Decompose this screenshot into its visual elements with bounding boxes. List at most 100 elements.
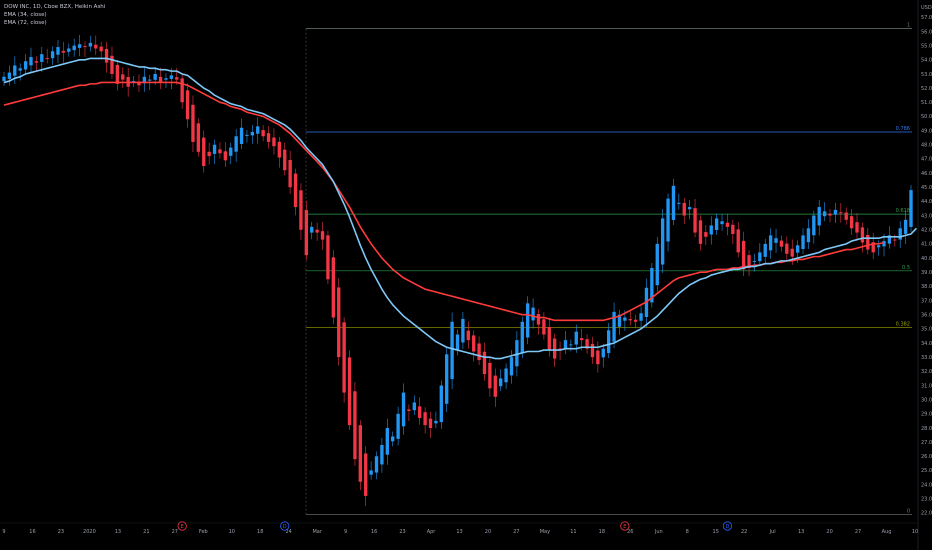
candle-body: [714, 218, 719, 230]
fib-level-label: 0: [907, 508, 910, 514]
candle-body: [709, 225, 713, 235]
candle: [547, 317, 551, 357]
dividend-marker[interactable]: D: [722, 521, 733, 531]
candle-body: [812, 215, 816, 236]
candle: [585, 334, 589, 354]
candle-body: [45, 58, 49, 60]
fib-retracement: 1 0.786 0.618 0.5 0.382 0: [305, 23, 912, 515]
candle: [218, 142, 222, 159]
candle: [450, 312, 454, 390]
candle: [488, 357, 492, 397]
candle: [391, 431, 395, 447]
candle: [364, 446, 368, 506]
candle-body: [601, 348, 605, 358]
candle-body: [866, 234, 870, 250]
fib-level-label: 0.5: [902, 265, 910, 271]
candle-body: [844, 212, 848, 220]
candle-body: [110, 55, 114, 74]
candle: [855, 213, 859, 241]
candle-body: [736, 229, 740, 253]
x-tick-label: 26: [627, 529, 633, 535]
earnings-marker[interactable]: E: [620, 521, 630, 531]
candle: [866, 227, 870, 255]
candle-body: [806, 228, 811, 243]
candle-body: [526, 303, 530, 338]
y-tick-label: 39.00: [921, 270, 932, 276]
candle-body: [418, 406, 422, 419]
candle: [272, 128, 276, 155]
candle-body: [504, 368, 508, 383]
candle: [871, 233, 875, 260]
candle: [250, 124, 255, 144]
candle-body: [585, 339, 589, 349]
candle: [677, 193, 681, 210]
candle-body: [677, 202, 681, 204]
y-tick-label: 46.00: [921, 171, 932, 177]
candle: [844, 207, 848, 225]
candle: [704, 225, 708, 246]
candle: [569, 339, 573, 352]
candle: [229, 142, 233, 165]
candle: [18, 63, 22, 81]
x-tick-label: Jul: [769, 529, 776, 535]
candle-body: [623, 317, 627, 321]
candle-body: [67, 48, 71, 52]
fib-level-label: 0.382: [896, 321, 910, 327]
candle-body: [175, 77, 179, 80]
candle-body: [164, 78, 168, 80]
candle: [720, 214, 724, 231]
candle-body: [137, 81, 141, 86]
y-tick-label: 52.00: [921, 86, 932, 92]
marker-circle: [722, 521, 733, 531]
candle: [196, 118, 201, 157]
y-tick-label: 49.00: [921, 128, 932, 134]
candle: [337, 278, 341, 366]
y-tick-label: 51.00: [921, 100, 932, 106]
candle-body: [391, 436, 395, 442]
candle-body: [212, 144, 217, 154]
candle: [310, 221, 314, 240]
x-tick-label: 24: [286, 529, 292, 535]
candle-body: [40, 54, 44, 62]
candle: [682, 197, 686, 224]
candle-body: [191, 104, 195, 142]
candle-body: [779, 240, 784, 247]
candle-body: [720, 221, 724, 225]
candle-body: [50, 51, 55, 59]
candle-body: [153, 73, 157, 80]
earnings-marker[interactable]: E: [177, 521, 187, 531]
candle-body: [277, 141, 282, 158]
candle-body: [439, 385, 443, 423]
candle-body: [606, 330, 611, 354]
candle-body: [731, 224, 735, 234]
y-tick-label: 47.00: [921, 157, 932, 163]
y-axis: USD 22.00 23.00 24.00 25.00 26.00 27.00 28.00 29…: [917, 0, 932, 550]
candle: [164, 73, 168, 89]
marker-label: E: [623, 524, 626, 530]
candle: [115, 59, 120, 91]
candle: [34, 56, 39, 71]
candle: [121, 67, 125, 88]
candle-body: [774, 238, 778, 243]
candle-body: [434, 420, 438, 424]
candle-body: [633, 319, 638, 322]
candle-body: [822, 211, 827, 217]
candle: [812, 210, 816, 244]
candle-body: [671, 185, 676, 221]
dividend-marker[interactable]: D: [280, 521, 290, 531]
x-tick-label: 22: [741, 529, 747, 535]
candle-body: [747, 255, 751, 268]
candle: [833, 202, 838, 224]
candle: [320, 221, 325, 250]
marker-label: D: [283, 524, 287, 530]
y-tick-label: 33.00: [921, 355, 932, 361]
marker-circle: [177, 521, 187, 531]
candle: [331, 250, 336, 325]
candle: [898, 221, 902, 248]
ema-fast-line: [3, 57, 917, 360]
candle-body: [250, 132, 255, 136]
candle: [650, 263, 654, 308]
x-tick-label: Feb: [199, 529, 208, 535]
candle: [655, 236, 659, 292]
